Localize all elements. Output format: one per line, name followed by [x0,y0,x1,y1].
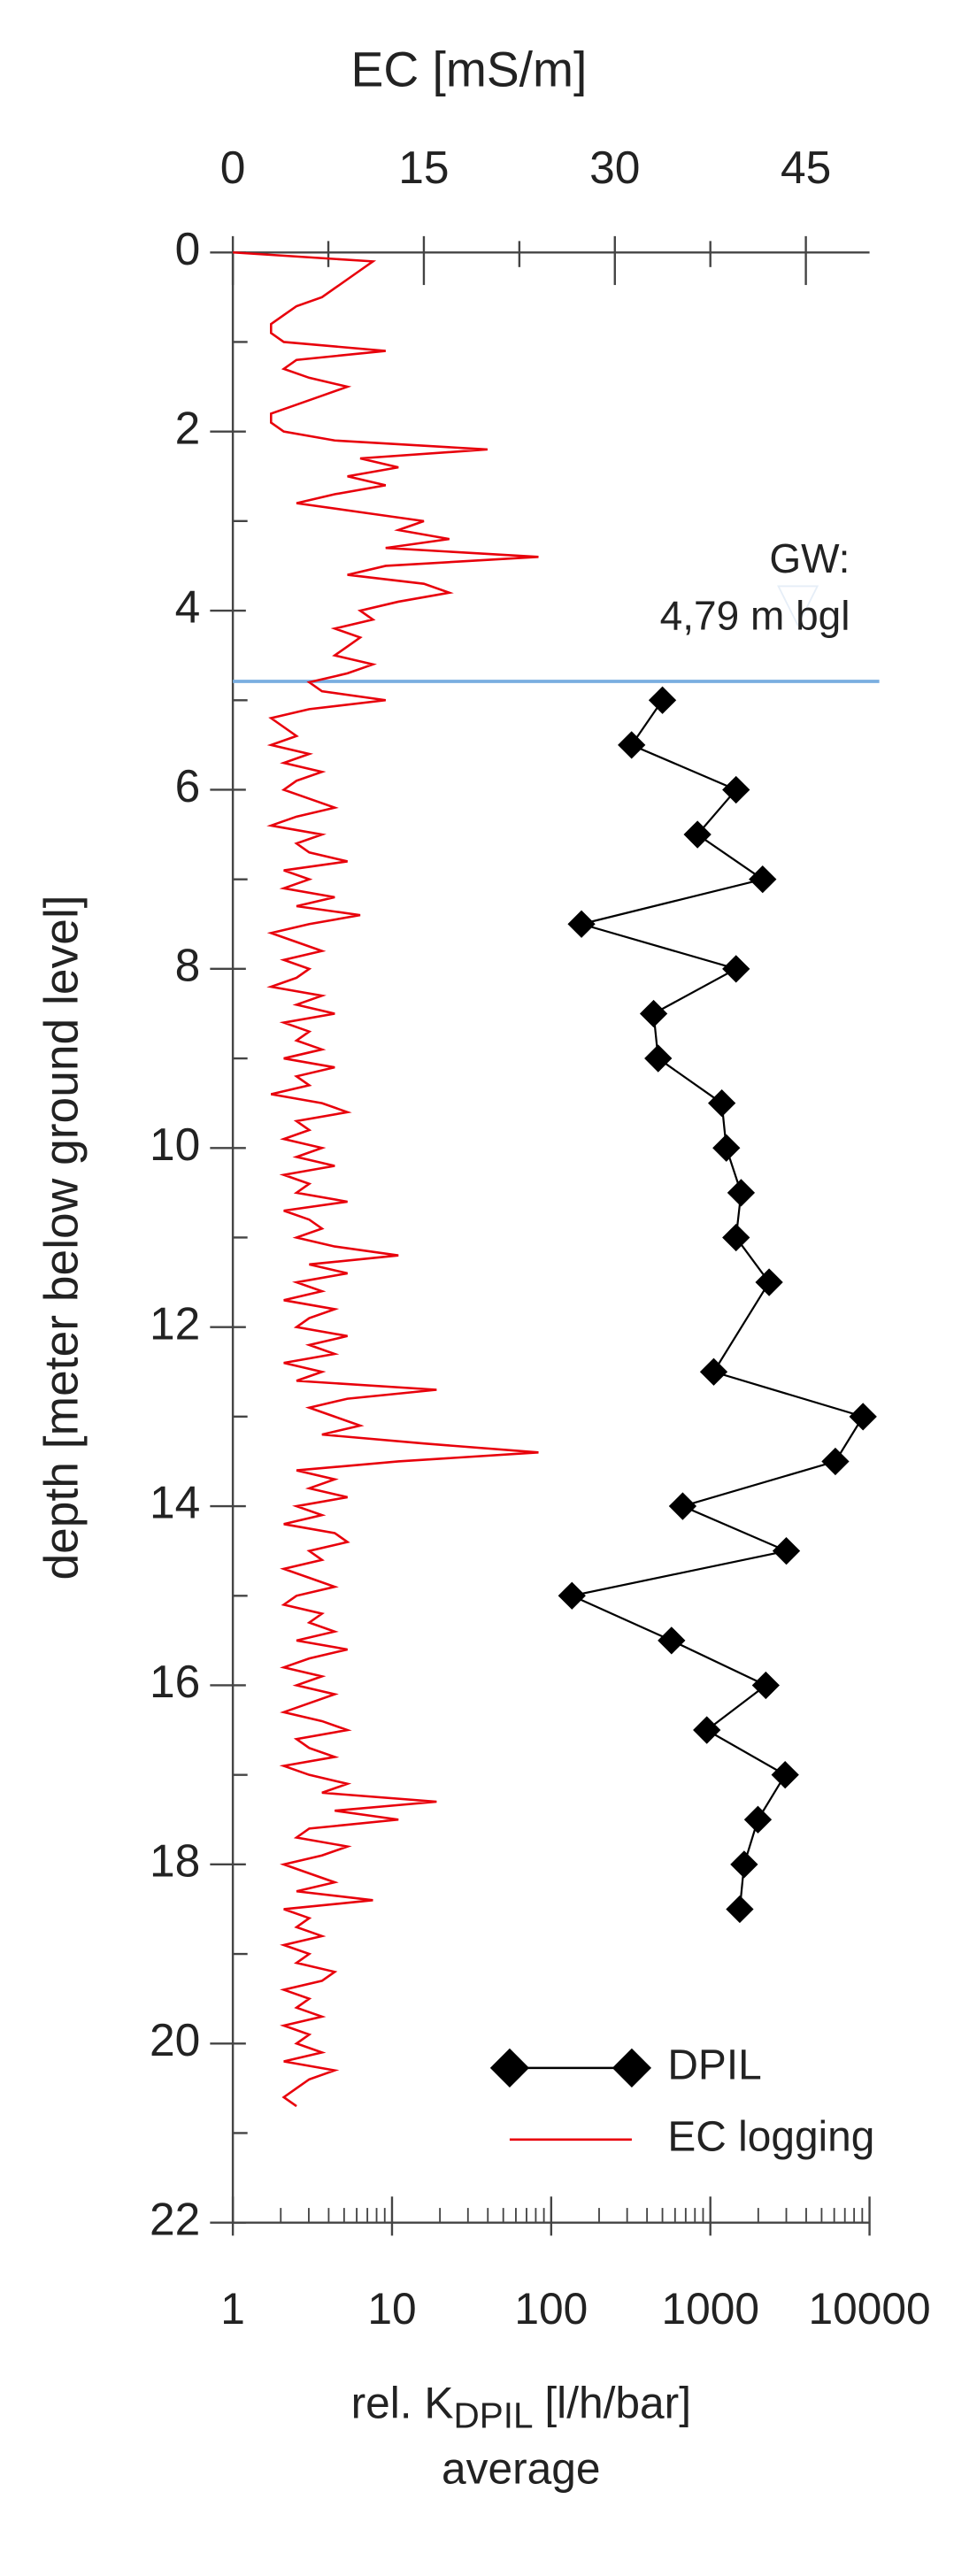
x-tick-label: 45 [781,142,831,193]
gw-marker [777,585,819,627]
data-point [644,1044,673,1073]
data-point [712,1134,741,1162]
data-point [567,910,596,938]
data-point [749,865,777,894]
data-point [743,1805,773,1834]
series-line [233,250,539,2108]
x2-tick-label: 1 [220,2284,245,2334]
data-point [755,1268,783,1296]
data-point [772,1537,801,1565]
y-tick-label: 6 [175,760,201,811]
data-point [821,1447,850,1476]
data-point [722,955,750,983]
data-point [558,1581,586,1610]
x2-tick-label: 100 [514,2284,588,2334]
x-tick-label: 0 [220,142,246,193]
y-tick-label: 20 [150,2014,200,2065]
data-point [849,1403,877,1431]
legend-marker [612,2048,651,2088]
y-tick-label: 8 [175,939,201,990]
x-tick-label: 30 [589,142,640,193]
data-point [639,999,668,1028]
x2-label-main: rel. K [351,2379,454,2428]
data-point [727,1179,756,1207]
data-point [722,1223,750,1252]
y-axis-label: depth [meter below ground level] [36,895,88,1580]
groundwater-label: GW: [769,535,850,581]
y-tick-label: 14 [150,1477,200,1528]
groundwater-label: 4,79 m bgl [660,592,850,638]
y-tick-label: 18 [150,1834,200,1886]
data-point [699,1357,728,1386]
data-point [771,1761,799,1789]
x2-label-unit: [l/h/bar] [544,2379,691,2428]
data-point [618,731,646,759]
y-tick-label: 10 [150,1119,200,1170]
data-point [730,1850,758,1879]
data-point [693,1716,721,1744]
y-tick-label: 16 [150,1656,200,1707]
y-tick-label: 4 [175,581,201,633]
data-point [751,1671,780,1700]
x2-label-sub: DPIL [454,2395,534,2435]
data-point [683,820,712,849]
x2-tick-label: 10 [367,2284,416,2334]
data-point [722,775,750,804]
y-tick-label: 12 [150,1297,200,1349]
x2-axis-label: rel. KDPIL [l/h/bar] [351,2379,691,2435]
x2-tick-label: 1000 [661,2284,759,2334]
data-point [658,1626,686,1655]
data-point [648,686,677,714]
x2-tick-label: 10000 [808,2284,930,2334]
y-tick-label: 2 [175,402,201,453]
legend-label: EC logging [667,2113,874,2160]
legend-label: DPIL [667,2042,761,2089]
data-point [726,1895,754,1924]
y-tick-label: 0 [175,223,201,274]
chart-title: EC [mS/m] [351,42,588,96]
y-tick-label: 22 [150,2193,200,2244]
x2-axis-label-line2: average [442,2443,601,2493]
data-point [668,1492,697,1520]
legend-marker [489,2048,529,2088]
x-tick-label: 15 [398,142,449,193]
data-point [707,1089,736,1118]
